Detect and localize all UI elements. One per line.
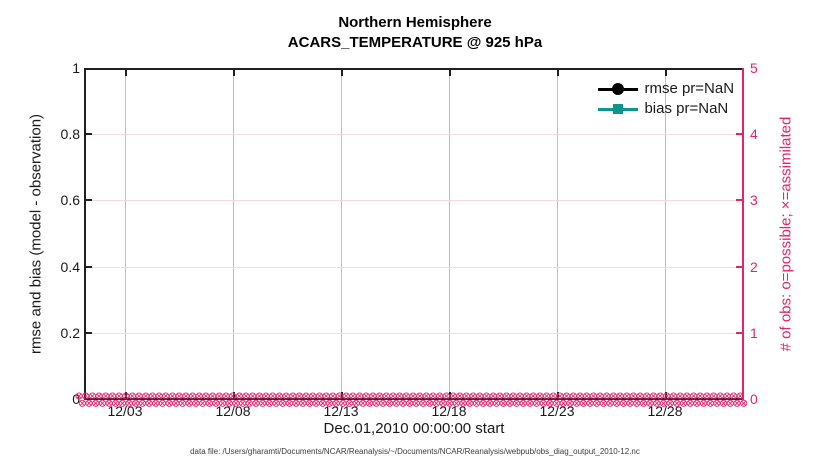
left-axis-title: rmse and bias (model - observation) — [27, 113, 45, 355]
obs-count-marker-band — [75, 392, 748, 407]
legend-label-bias: bias pr=NaN — [644, 100, 729, 117]
x-axis-title: Dec.01,2010 00:00:00 start — [323, 420, 505, 437]
left-ytick-label: 0.8 — [60, 126, 80, 142]
right-ytick-label: 3 — [750, 192, 758, 208]
right-axis-title: # of obs: o=possible; ×=assimilated — [777, 116, 795, 352]
xtick-label: 12/18 — [431, 403, 467, 419]
left-ytick-label: 0.6 — [60, 192, 80, 208]
gridline-horizontal — [86, 267, 742, 268]
legend-entry-bias: bias pr=NaN — [598, 99, 734, 119]
chart-title-line2: ACARS_TEMPERATURE @ 925 hPa — [287, 34, 543, 51]
bias-line-swatch — [598, 99, 638, 119]
tick-bottom — [557, 392, 559, 398]
left-ytick-label: 1 — [72, 60, 80, 76]
left-ytick-label: 0.4 — [60, 259, 80, 275]
xtick-label: 12/13 — [323, 403, 359, 419]
left-ytick-label: 0.2 — [60, 325, 80, 341]
gridline-horizontal — [86, 134, 742, 135]
right-ytick-label: 4 — [750, 126, 758, 142]
rmse-line-swatch — [598, 79, 638, 99]
tick-bottom — [125, 392, 127, 398]
axis-spine-right — [742, 68, 744, 400]
tick-right — [736, 199, 742, 201]
left-ytick-label: 0 — [72, 391, 80, 407]
axis-spine-top — [84, 68, 744, 70]
tick-left — [86, 199, 92, 201]
legend: rmse pr=NaN bias pr=NaN — [598, 79, 734, 119]
legend-entry-rmse: rmse pr=NaN — [598, 79, 734, 99]
right-ytick-label: 1 — [750, 325, 758, 341]
rmse-circle-marker-icon — [612, 83, 624, 95]
gridline-vertical — [449, 70, 450, 398]
tick-bottom — [341, 392, 343, 398]
right-ytick-label: 2 — [750, 259, 758, 275]
tick-top — [233, 70, 235, 76]
gridline-vertical — [233, 70, 234, 398]
tick-top — [557, 70, 559, 76]
xtick-label: 12/23 — [539, 403, 575, 419]
tick-top — [449, 70, 451, 76]
tick-right — [736, 266, 742, 268]
bias-square-marker-icon — [613, 104, 623, 114]
tick-top — [341, 70, 343, 76]
xtick-label: 12/28 — [647, 403, 683, 419]
legend-label-rmse: rmse pr=NaN — [644, 80, 735, 97]
chart-title-line1: Northern Hemisphere — [338, 14, 492, 31]
gridline-vertical — [665, 70, 666, 398]
axis-spine-left — [84, 68, 86, 400]
tick-right — [736, 133, 742, 135]
gridline-vertical — [125, 70, 126, 398]
tick-top — [665, 70, 667, 76]
gridline-horizontal — [86, 333, 742, 334]
data-file-caption: data file: /Users/gharamti/Documents/NCA… — [190, 447, 640, 456]
gridline-horizontal — [86, 200, 742, 201]
tick-top — [125, 70, 127, 76]
tick-left — [86, 266, 92, 268]
tick-left — [86, 133, 92, 135]
gridline-vertical — [341, 70, 342, 398]
chart-title: Northern Hemisphere ACARS_TEMPERATURE @ … — [0, 13, 830, 53]
right-ytick-label: 0 — [750, 391, 758, 407]
tick-right — [736, 332, 742, 334]
xtick-label: 12/03 — [107, 403, 143, 419]
right-ytick-label: 5 — [750, 60, 758, 76]
tick-left — [86, 332, 92, 334]
xtick-label: 12/08 — [215, 403, 251, 419]
gridline-vertical — [557, 70, 558, 398]
